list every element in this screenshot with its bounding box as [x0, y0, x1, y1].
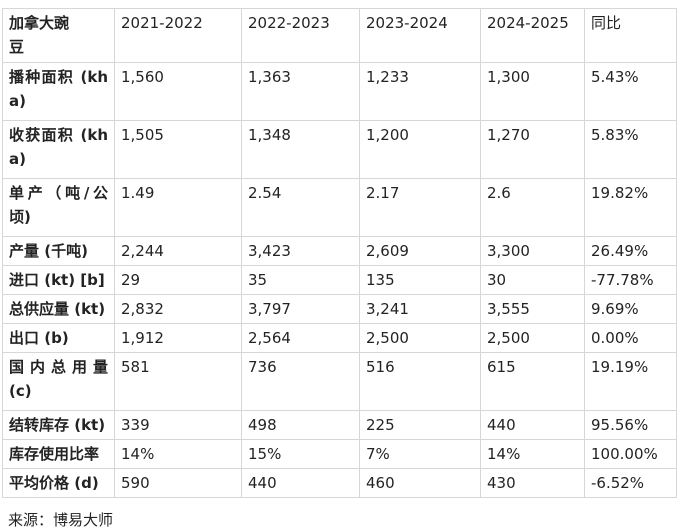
value-cell: 460: [359, 468, 481, 498]
row-label: 产量 (千吨): [2, 236, 115, 266]
value-cell: 7%: [359, 439, 481, 469]
value-cell: 2.54: [241, 178, 360, 237]
yoy-cell: 26.49%: [584, 236, 677, 266]
value-cell: 339: [114, 410, 242, 440]
table-row: 出口 (b) 1,912 2,564 2,500 2,500 0.00%: [2, 323, 677, 353]
value-cell: 1,270: [480, 120, 585, 179]
table-title-cell: 加拿大豌豆: [2, 8, 115, 63]
column-header-year-3: 2023-2024: [359, 8, 481, 63]
value-cell: 3,241: [359, 294, 481, 324]
value-cell: 1,300: [480, 62, 585, 121]
yoy-cell: 5.43%: [584, 62, 677, 121]
value-cell: 2,564: [241, 323, 360, 353]
value-cell: 135: [359, 265, 481, 295]
column-header-yoy: 同比: [584, 8, 677, 63]
value-cell: 1.49: [114, 178, 242, 237]
value-cell: 1,348: [241, 120, 360, 179]
value-cell: 1,233: [359, 62, 481, 121]
value-cell: 14%: [114, 439, 242, 469]
value-cell: 440: [480, 410, 585, 440]
value-cell: 3,423: [241, 236, 360, 266]
table-row: 产量 (千吨) 2,244 3,423 2,609 3,300 26.49%: [2, 236, 677, 266]
row-label: 平均价格 (d): [2, 468, 115, 498]
peas-supply-demand-table: 加拿大豌豆 2021-2022 2022-2023 2023-2024 2024…: [2, 8, 677, 498]
value-cell: 590: [114, 468, 242, 498]
source-note: 来源：博易大师: [8, 511, 114, 529]
value-cell: 35: [241, 265, 360, 295]
value-cell: 2,244: [114, 236, 242, 266]
row-label: 结转库存 (kt): [2, 410, 115, 440]
value-cell: 498: [241, 410, 360, 440]
yoy-cell: -77.78%: [584, 265, 677, 295]
value-cell: 1,363: [241, 62, 360, 121]
value-cell: 1,200: [359, 120, 481, 179]
yoy-cell: 19.82%: [584, 178, 677, 237]
row-label: 收获面积 (kha): [2, 120, 115, 179]
row-label: 进口 (kt) [b]: [2, 265, 115, 295]
value-cell: 440: [241, 468, 360, 498]
table-row: 结转库存 (kt) 339 498 225 440 95.56%: [2, 410, 677, 440]
yoy-cell: 9.69%: [584, 294, 677, 324]
column-header-year-2: 2022-2023: [241, 8, 360, 63]
value-cell: 2.6: [480, 178, 585, 237]
value-cell: 2,609: [359, 236, 481, 266]
table-row: 库存使用比率 14% 15% 7% 14% 100.00%: [2, 439, 677, 469]
value-cell: 3,555: [480, 294, 585, 324]
value-cell: 225: [359, 410, 481, 440]
value-cell: 430: [480, 468, 585, 498]
value-cell: 2,500: [359, 323, 481, 353]
row-label: 单产（吨/公顷): [2, 178, 115, 237]
value-cell: 3,300: [480, 236, 585, 266]
yoy-cell: 100.00%: [584, 439, 677, 469]
yoy-cell: 95.56%: [584, 410, 677, 440]
column-header-year-4: 2024-2025: [480, 8, 585, 63]
table-title-text: 加拿大豌豆: [9, 14, 70, 56]
value-cell: 615: [480, 352, 585, 411]
row-label: 库存使用比率: [2, 439, 115, 469]
yoy-cell: 0.00%: [584, 323, 677, 353]
row-label: 出口 (b): [2, 323, 115, 353]
value-cell: 30: [480, 265, 585, 295]
table-row: 收获面积 (kha) 1,505 1,348 1,200 1,270 5.83%: [2, 120, 677, 179]
value-cell: 736: [241, 352, 360, 411]
header-row: 加拿大豌豆 2021-2022 2022-2023 2023-2024 2024…: [2, 8, 677, 63]
value-cell: 14%: [480, 439, 585, 469]
row-label: 总供应量 (kt): [2, 294, 115, 324]
row-label: 播种面积 (kha): [2, 62, 115, 121]
column-header-year-1: 2021-2022: [114, 8, 242, 63]
table-row: 单产（吨/公顷) 1.49 2.54 2.17 2.6 19.82%: [2, 178, 677, 237]
value-cell: 2.17: [359, 178, 481, 237]
table-row: 平均价格 (d) 590 440 460 430 -6.52%: [2, 468, 677, 498]
value-cell: 2,500: [480, 323, 585, 353]
value-cell: 581: [114, 352, 242, 411]
table-row: 播种面积 (kha) 1,560 1,363 1,233 1,300 5.43%: [2, 62, 677, 121]
value-cell: 1,912: [114, 323, 242, 353]
value-cell: 15%: [241, 439, 360, 469]
value-cell: 516: [359, 352, 481, 411]
yoy-cell: 19.19%: [584, 352, 677, 411]
table-row: 进口 (kt) [b] 29 35 135 30 -77.78%: [2, 265, 677, 295]
value-cell: 29: [114, 265, 242, 295]
row-label: 国内总用量 (c): [2, 352, 115, 411]
yoy-cell: 5.83%: [584, 120, 677, 179]
value-cell: 1,505: [114, 120, 242, 179]
yoy-cell: -6.52%: [584, 468, 677, 498]
table-row: 国内总用量 (c) 581 736 516 615 19.19%: [2, 352, 677, 411]
value-cell: 1,560: [114, 62, 242, 121]
table-body: 播种面积 (kha) 1,560 1,363 1,233 1,300 5.43% 收获面积 …: [2, 62, 677, 498]
value-cell: 2,832: [114, 294, 242, 324]
table-row: 总供应量 (kt) 2,832 3,797 3,241 3,555 9.69%: [2, 294, 677, 324]
value-cell: 3,797: [241, 294, 360, 324]
